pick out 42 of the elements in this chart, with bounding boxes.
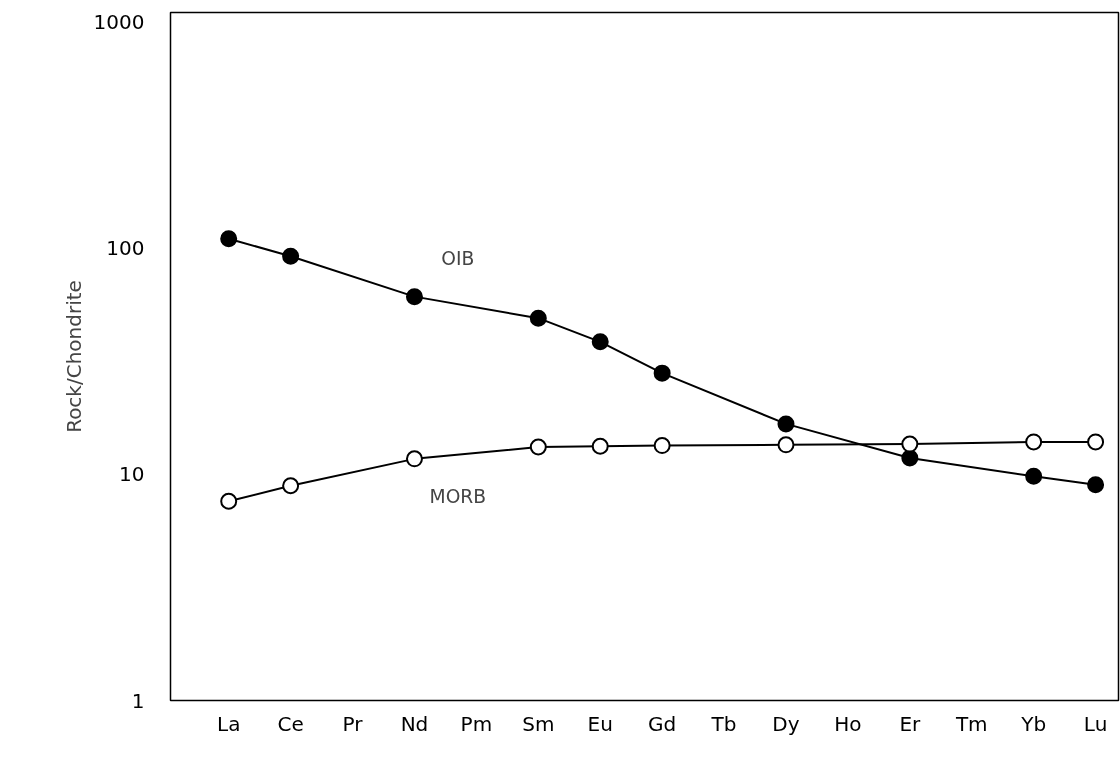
x-tick-label: Ce bbox=[277, 711, 304, 736]
x-tick-label: Lu bbox=[1083, 711, 1108, 736]
point bbox=[282, 477, 300, 495]
point bbox=[529, 438, 547, 456]
point bbox=[901, 449, 919, 467]
point bbox=[653, 437, 671, 455]
x-tick-label: La bbox=[217, 711, 241, 736]
x-tick-label: Tm bbox=[954, 711, 988, 736]
point bbox=[1087, 433, 1105, 451]
x-tick-label: Yb bbox=[1020, 711, 1047, 736]
x-tick-label: Pm bbox=[460, 711, 493, 736]
x-tick-label: Nd bbox=[400, 711, 429, 736]
y-tick-label: 1000 bbox=[93, 9, 145, 34]
point bbox=[405, 450, 423, 468]
point bbox=[1087, 476, 1105, 494]
point bbox=[405, 288, 423, 306]
point bbox=[591, 333, 609, 351]
x-tick-label: Eu bbox=[587, 711, 613, 736]
x-tick-label: Ho bbox=[834, 711, 862, 736]
x-tick-label: Gd bbox=[648, 711, 677, 736]
y-axis-title: Rock/Chondrite bbox=[61, 280, 86, 433]
y-tick-label: 1 bbox=[131, 688, 145, 713]
point bbox=[1025, 433, 1043, 451]
point bbox=[282, 247, 300, 265]
point bbox=[220, 230, 238, 248]
point bbox=[777, 436, 795, 454]
series-label: OIB bbox=[441, 248, 475, 270]
point bbox=[591, 437, 609, 455]
y-tick-label: 10 bbox=[119, 462, 145, 487]
point bbox=[529, 309, 547, 327]
x-tick-label: Er bbox=[899, 711, 922, 736]
x-tick-label: Sm bbox=[522, 711, 555, 736]
series-label: MORB bbox=[429, 486, 487, 508]
x-tick-label: Dy bbox=[772, 711, 800, 736]
x-tick-label: Tb bbox=[710, 711, 737, 736]
point bbox=[220, 492, 238, 510]
point bbox=[777, 415, 795, 433]
point bbox=[653, 364, 671, 382]
point bbox=[901, 435, 919, 453]
y-tick-label: 100 bbox=[106, 236, 145, 261]
point bbox=[1025, 467, 1043, 485]
x-tick-label: Pr bbox=[342, 711, 364, 736]
